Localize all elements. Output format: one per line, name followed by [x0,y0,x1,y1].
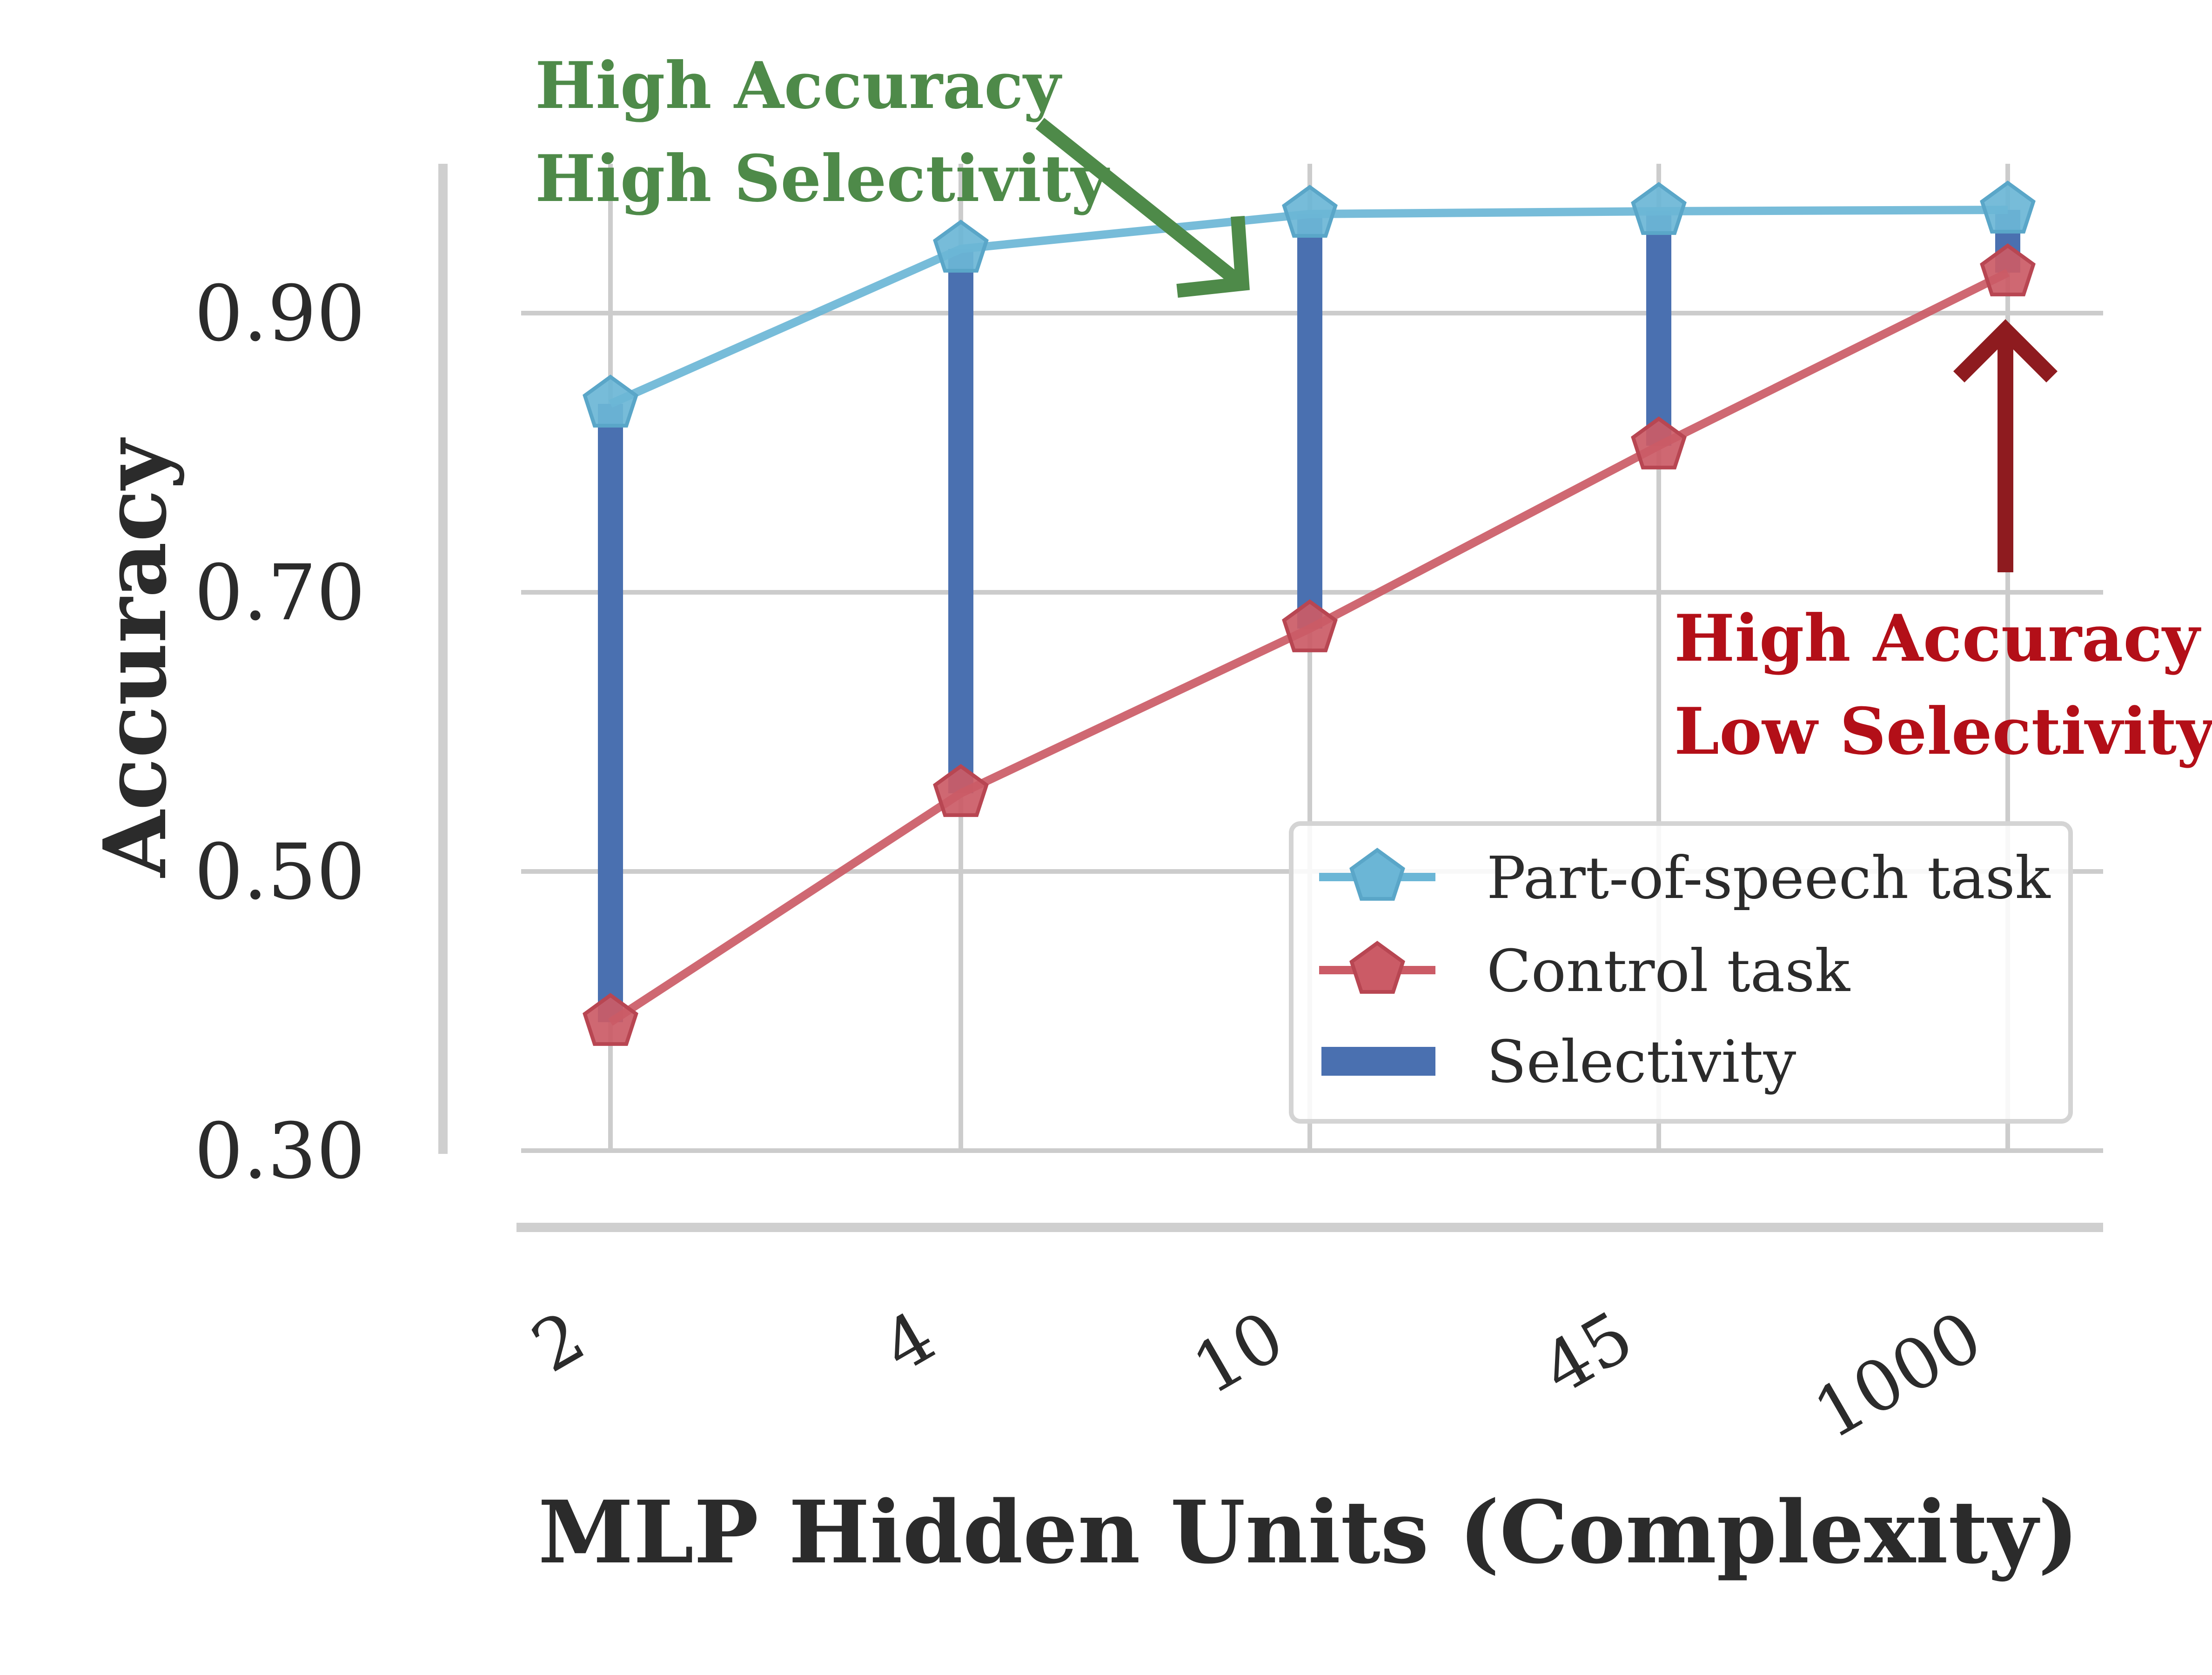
series-marker-0 [1980,181,2036,234]
series-marker-1 [1631,416,1687,469]
series-marker-0 [1631,182,1687,235]
series-marker-0 [933,220,989,273]
series-markers [583,181,2036,1046]
annotation-red-line-2: Low Selectivity [1674,693,2212,769]
legend: Part-of-speech task Control task Selecti… [1289,821,2073,1124]
legend-label-selectivity: Selectivity [1487,1028,1796,1096]
axes [438,164,2103,1232]
annotation-green-arrowhead [1176,215,1250,298]
annotation-red-arrowhead [1953,319,2058,383]
legend-marker-control [1349,941,1405,994]
annotation-red-line-1: High Accuracy [1674,600,2201,676]
x-tick-label: 10 [1180,1296,1297,1410]
y-tick-label: 0.50 [194,827,365,917]
series-marker-1 [1282,599,1338,652]
x-tick-label: 1000 [1801,1296,1995,1455]
x-tick-labels: 2 4 10 45 1000 [519,1296,1995,1455]
y-tick-label: 0.30 [194,1106,365,1196]
annotation-green-arrow [1035,118,1240,285]
annotation-green-line-2: High Selectivity [535,141,1110,216]
series-marker-1 [583,993,638,1046]
x-tick-label: 45 [1529,1296,1646,1410]
legend-label-pos: Part-of-speech task [1487,844,2051,912]
y-tick-label: 0.70 [194,548,365,637]
y-tick-label: 0.90 [194,269,365,358]
selectivity-bar [948,249,973,793]
selectivity-bars [598,210,2020,1022]
legend-box [1289,821,2073,1124]
series-marker-1 [1980,243,2036,296]
x-tick-label: 4 [869,1296,948,1388]
annotation-green-line-1: High Accuracy [535,47,1062,123]
x-tick-label: 2 [519,1296,598,1388]
series-marker-0 [1282,185,1338,238]
selectivity-bar [1297,214,1322,629]
series-marker-0 [583,375,638,428]
annotation-low-selectivity: High Accuracy Low Selectivity [1674,319,2212,769]
y-tick-labels: 0.30 0.50 0.70 0.90 [194,269,365,1196]
y-axis-label: Accuracy [84,437,186,878]
legend-label-control: Control task [1487,938,1850,1005]
selectivity-bar [1646,211,1671,446]
x-axis-label: MLP Hidden Units (Complexity) [538,1481,2078,1583]
selectivity-bar [598,404,623,1022]
legend-marker-pos [1349,848,1405,901]
annotation-high-selectivity: High Accuracy High Selectivity [535,47,1250,298]
series-marker-1 [933,764,989,817]
legend-swatch-selectivity [1321,1047,1435,1076]
